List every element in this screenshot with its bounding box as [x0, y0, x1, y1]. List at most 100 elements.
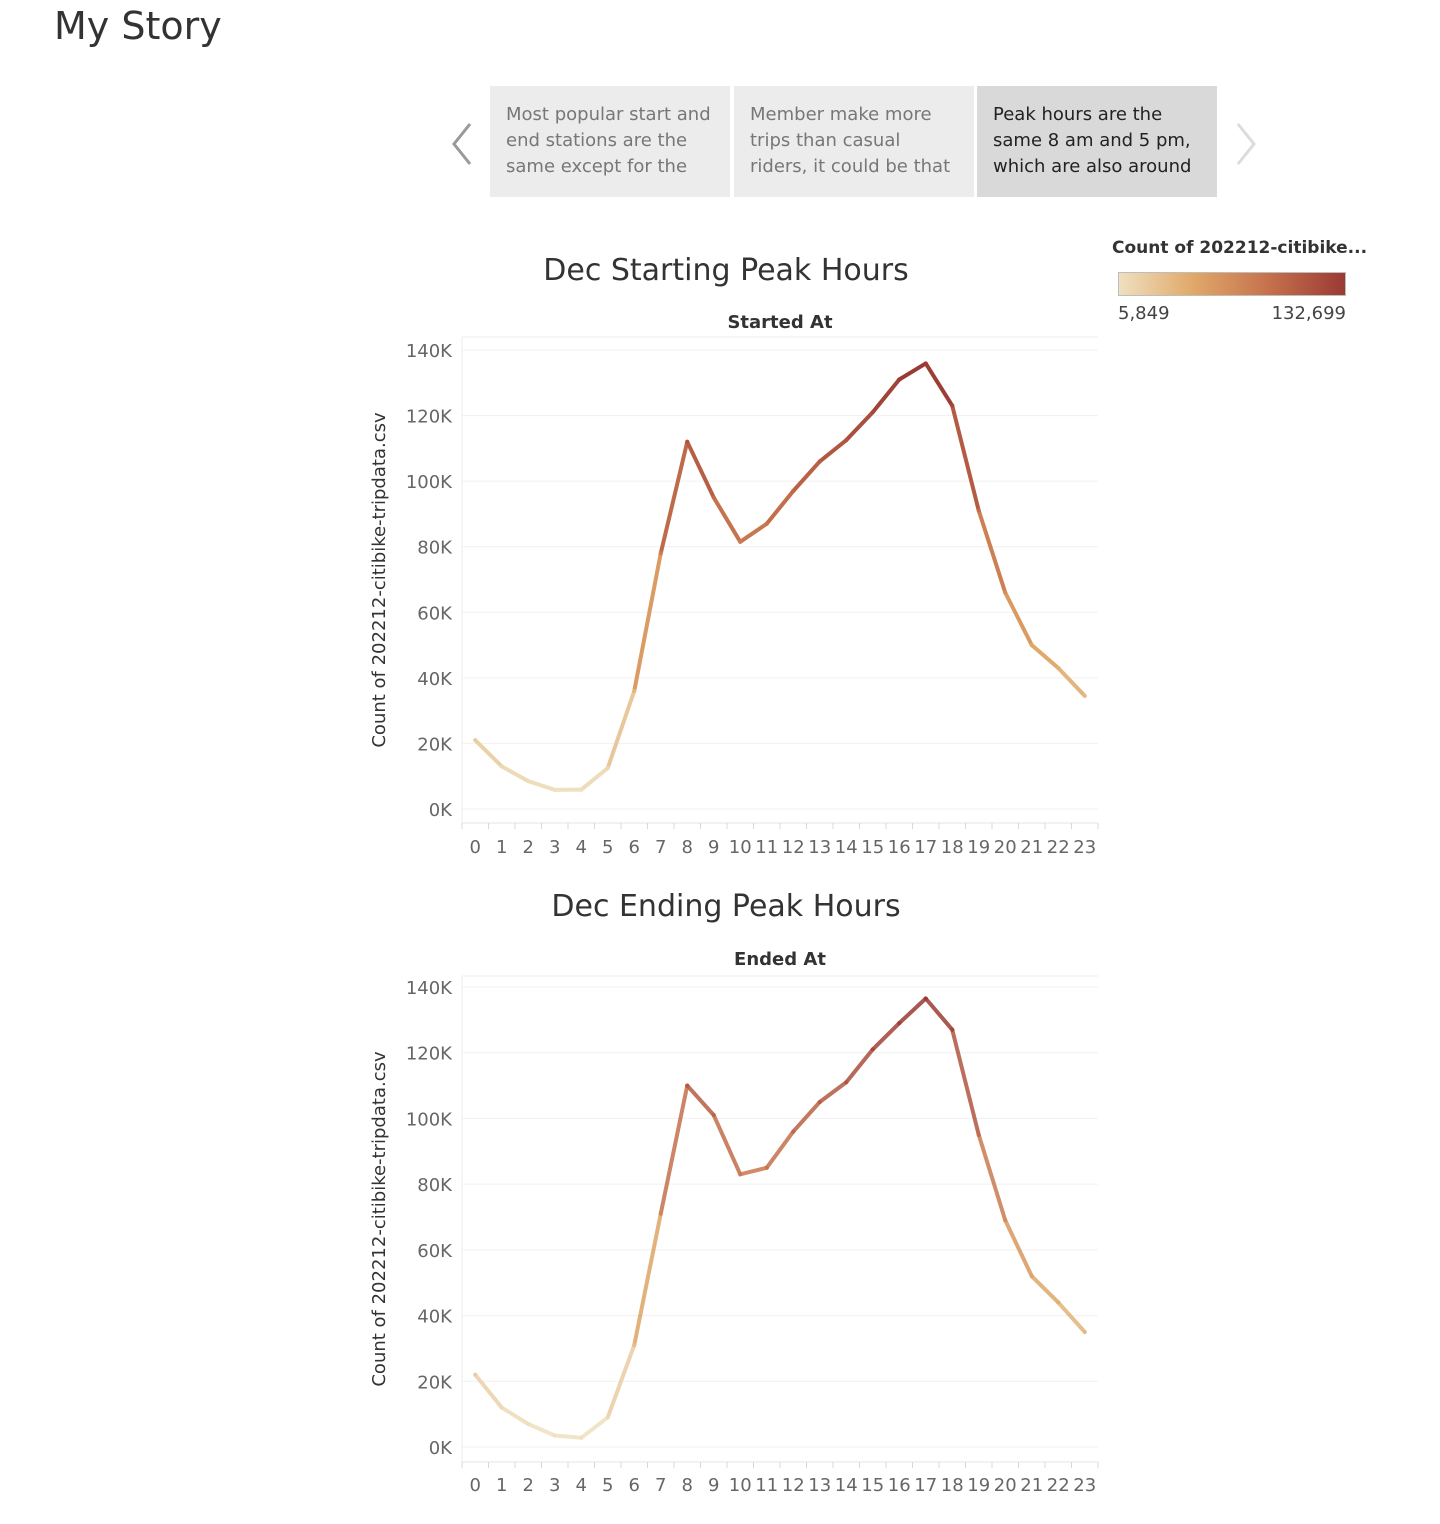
- data-point: [605, 766, 610, 771]
- y-tick-label: 140K: [406, 978, 453, 999]
- x-tick-label: 1: [496, 837, 507, 858]
- data-point: [658, 551, 663, 556]
- x-tick-label: 6: [629, 837, 640, 858]
- story-point-3[interactable]: Peak hours are the same 8 am and 5 pm, w…: [977, 86, 1217, 197]
- series-line-segment: [605, 688, 637, 771]
- x-tick-label: 23: [1073, 837, 1096, 858]
- y-tick-label: 0K: [429, 800, 453, 821]
- series-line-segment: [1003, 590, 1034, 648]
- x-tick-label: 14: [835, 837, 858, 858]
- data-point: [817, 1100, 822, 1104]
- data-point: [526, 1422, 531, 1426]
- data-point: [499, 764, 504, 769]
- data-point: [605, 1415, 610, 1420]
- y-tick-label: 80K: [417, 538, 453, 559]
- next-story-point-button[interactable]: [1230, 114, 1260, 174]
- story-title: My Story: [54, 4, 222, 48]
- x-tick-label: 17: [914, 1475, 937, 1496]
- series-line-segment: [499, 764, 531, 784]
- chart-subtitle: Ended At: [734, 949, 826, 970]
- y-tick-label: 100K: [406, 472, 453, 493]
- data-point: [1056, 666, 1061, 671]
- series-line-segment: [685, 1083, 716, 1118]
- x-tick-label: 9: [708, 837, 719, 858]
- y-tick-label: 60K: [417, 603, 453, 624]
- x-tick-label: 22: [1047, 837, 1070, 858]
- y-axis-title: Count of 202212-citibike-tripdata.csv: [369, 1051, 390, 1387]
- data-point: [579, 1435, 584, 1440]
- y-tick-label: 120K: [406, 407, 453, 428]
- series-line-segment: [870, 377, 902, 415]
- series-line-segment: [950, 403, 981, 513]
- y-tick-label: 140K: [406, 341, 453, 362]
- x-tick-label: 19: [967, 1475, 990, 1496]
- series-line-segment: [923, 996, 955, 1032]
- x-tick-label: 8: [682, 1475, 693, 1496]
- x-tick-label: 15: [861, 1475, 884, 1496]
- data-point: [632, 1343, 637, 1348]
- series-line-segment: [605, 1343, 637, 1420]
- data-point: [658, 1211, 663, 1216]
- x-tick-label: 16: [888, 1475, 911, 1496]
- story-point-1[interactable]: Most popular start and end stations are …: [490, 86, 730, 197]
- x-tick-label: 13: [808, 1475, 831, 1496]
- x-tick-label: 12: [782, 1475, 805, 1496]
- x-tick-label: 1: [496, 1475, 507, 1496]
- series-line-segment: [1029, 1274, 1061, 1305]
- x-tick-label: 3: [549, 1475, 560, 1496]
- x-tick-label: 14: [835, 1475, 858, 1496]
- data-point: [738, 1172, 743, 1177]
- story-point-text: Member make more trips than casual rider…: [750, 104, 951, 177]
- chevron-right-icon: [1236, 123, 1256, 165]
- series-line-segment: [764, 488, 796, 526]
- x-tick-label: 11: [755, 837, 778, 858]
- data-point: [1056, 1300, 1061, 1305]
- data-point: [870, 1047, 875, 1052]
- story-point-2[interactable]: Member make more trips than casual rider…: [734, 86, 974, 197]
- series-line-segment: [897, 996, 928, 1026]
- data-point: [791, 1129, 796, 1134]
- y-tick-label: 120K: [406, 1044, 453, 1065]
- color-legend-gradient[interactable]: [1118, 272, 1346, 296]
- series-line-segment: [658, 439, 690, 556]
- x-tick-label: 7: [655, 1475, 666, 1496]
- series-line-segment: [711, 495, 743, 544]
- data-point: [473, 1372, 478, 1377]
- data-point: [1003, 1218, 1008, 1223]
- prev-story-point-button[interactable]: [448, 114, 478, 174]
- data-point: [844, 1080, 849, 1085]
- x-tick-label: 18: [941, 837, 964, 858]
- series-line-segment: [1056, 1300, 1087, 1334]
- data-point: [499, 1405, 504, 1410]
- x-tick-label: 7: [655, 837, 666, 858]
- x-tick-label: 17: [914, 837, 937, 858]
- x-tick-label: 23: [1073, 1475, 1096, 1496]
- data-point: [1082, 1330, 1087, 1334]
- story-point-text: Peak hours are the same 8 am and 5 pm, w…: [993, 104, 1192, 177]
- y-tick-label: 80K: [417, 1175, 453, 1196]
- story-point-text: Most popular start and end stations are …: [506, 104, 711, 177]
- y-tick-label: 40K: [417, 1307, 453, 1328]
- data-point: [1029, 643, 1034, 648]
- x-tick-label: 0: [470, 1475, 481, 1496]
- data-point: [1029, 1274, 1034, 1279]
- data-point: [923, 361, 928, 366]
- x-tick-label: 20: [994, 837, 1017, 858]
- x-tick-label: 18: [941, 1475, 964, 1496]
- series-line-segment: [1056, 666, 1087, 698]
- chevron-left-icon: [452, 123, 472, 165]
- x-tick-label: 22: [1047, 1475, 1070, 1496]
- data-point: [685, 1083, 690, 1088]
- data-point: [552, 787, 557, 792]
- series-line-segment: [791, 459, 822, 493]
- series-line-segment: [791, 1100, 822, 1134]
- x-tick-label: 4: [576, 837, 587, 858]
- data-point: [897, 377, 902, 382]
- series-line-segment: [526, 779, 557, 792]
- series-line-segment: [844, 1047, 875, 1085]
- x-tick-label: 9: [708, 1475, 719, 1496]
- series-line-segment: [473, 738, 504, 769]
- data-point: [473, 738, 478, 743]
- x-tick-label: 13: [808, 837, 831, 858]
- data-point: [1082, 693, 1087, 698]
